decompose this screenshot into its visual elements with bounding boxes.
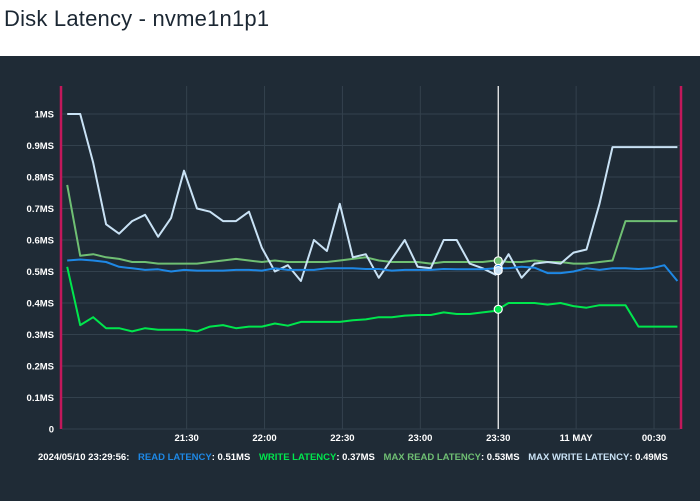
latency-chart[interactable]: 0 0.1MS 0.2MS 0.3MS 0.4MS 0.5MS 0.6MS 0.7MS 0.8M… — [0, 56, 700, 501]
write-latency-line — [66, 266, 678, 333]
legend-max-read-value: : 0.53MS — [481, 452, 520, 463]
y-tick-label: 0.1MS — [27, 393, 54, 404]
legend-max-write-value: : 0.49MS — [629, 452, 668, 463]
max-write-latency-line — [67, 113, 678, 282]
write-cursor-dot — [493, 304, 503, 314]
x-tick-label: 00:30 — [642, 433, 666, 444]
y-tick-label: 0 — [49, 425, 54, 436]
x-tick-label: 23:00 — [408, 433, 432, 444]
max-read-cursor-dot — [493, 256, 503, 266]
x-tick-label: 22:00 — [252, 433, 276, 444]
x-tick-label: 22:30 — [330, 433, 354, 444]
y-tick-label: 1MS — [34, 110, 54, 121]
chart-legend: 2024/05/10 23:29:56: READ LATENCY: 0.51M… — [38, 452, 668, 463]
y-tick-label: 0.2MS — [27, 362, 54, 373]
legend-timestamp: 2024/05/10 23:29:56: — [38, 452, 130, 463]
x-tick-label: 21:30 — [174, 433, 198, 444]
legend-read-value: : 0.51MS — [211, 452, 251, 463]
legend-write-label: WRITE LATENCY — [258, 452, 337, 463]
y-tick-label: 0.6MS — [27, 236, 54, 247]
max-write-cursor-dot — [493, 265, 503, 276]
y-tick-label: 0.3MS — [27, 330, 54, 341]
y-tick-label: 0.7MS — [27, 204, 54, 215]
page-title: Disk Latency - nvme1n1p1 — [4, 6, 270, 31]
legend-max-write-label: MAX WRITE LATENCY — [528, 452, 630, 463]
read-latency-line — [67, 258, 679, 282]
legend-max-read-label: MAX READ LATENCY — [383, 452, 481, 463]
y-tick-label: 0.5MS — [27, 267, 54, 278]
chart-panel: 0 0.1MS 0.2MS 0.3MS 0.4MS 0.5MS 0.6MS 0.7MS 0.8M… — [0, 56, 700, 501]
x-tick-label: 11 MAY — [560, 433, 594, 444]
max-read-latency-line — [66, 184, 678, 265]
y-tick-label: 0.9MS — [27, 141, 54, 152]
legend-read-label: READ LATENCY — [138, 452, 212, 463]
y-tick-label: 0.8MS — [27, 173, 54, 184]
legend-write-value: : 0.37MS — [336, 452, 375, 463]
x-tick-label: 23:30 — [486, 433, 510, 444]
y-tick-label: 0.4MS — [27, 299, 54, 310]
